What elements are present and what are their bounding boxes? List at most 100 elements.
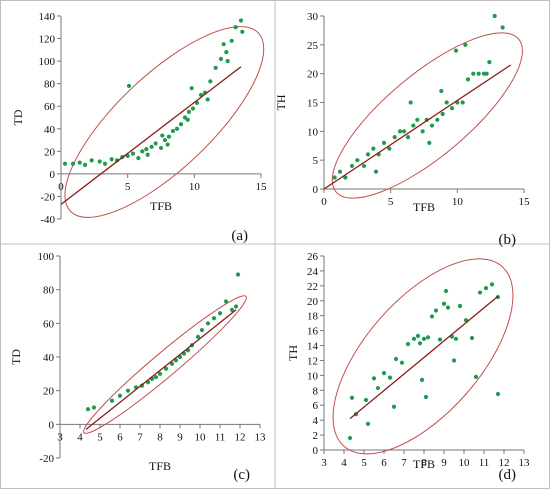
data-point [205, 321, 211, 326]
x-tick-label: 9 [177, 431, 183, 443]
data-point [411, 123, 416, 128]
data-point [208, 79, 213, 84]
data-point [365, 421, 371, 426]
y-axis-label: TH [274, 94, 288, 110]
y-tick-label: -20 [39, 453, 54, 465]
y-tick-label: 40 [43, 352, 55, 364]
data-point [451, 358, 457, 363]
y-tick-label: 22 [307, 281, 318, 293]
data-point [419, 377, 425, 382]
y-tick-label: 0 [313, 184, 319, 196]
data-point [415, 333, 421, 338]
data-point [157, 371, 163, 376]
data-point [165, 142, 170, 147]
data-point [144, 146, 149, 152]
data-point [444, 100, 449, 105]
data-point [199, 327, 205, 333]
data-point [500, 25, 505, 30]
y-tick-label: 14 [307, 341, 319, 353]
data-point [443, 288, 449, 294]
data-point [221, 42, 226, 47]
data-point [169, 361, 175, 366]
data-point [429, 123, 435, 128]
data-point [433, 308, 439, 313]
confidence-ellipse [331, 32, 523, 199]
data-point [70, 161, 76, 166]
data-point [411, 336, 417, 341]
data-point [387, 146, 392, 151]
y-tick-label: 80 [43, 285, 55, 297]
data-point [195, 334, 201, 339]
y-tick-label: 20 [307, 69, 319, 81]
data-point [371, 376, 377, 381]
trend-line [349, 295, 499, 420]
data-point [160, 133, 165, 138]
data-point [405, 135, 411, 140]
data-point [109, 398, 115, 403]
x-tick-label: 12 [499, 457, 510, 469]
data-point [229, 38, 234, 43]
data-point [229, 307, 235, 312]
data-point [158, 145, 164, 151]
confidence-ellipse [332, 258, 514, 455]
data-point [381, 371, 387, 376]
y-tick-label: 24 [307, 266, 319, 278]
panel-letter: (c) [233, 467, 250, 483]
trend-line [323, 64, 512, 190]
data-point [421, 336, 427, 341]
data-point [415, 117, 420, 122]
data-point [391, 404, 397, 409]
data-point [145, 152, 150, 157]
data-point [408, 100, 413, 105]
y-tick-label: 40 [44, 124, 56, 136]
data-point [463, 42, 468, 47]
y-tick-label: 25 [307, 40, 319, 52]
data-point [189, 86, 194, 91]
panel-c: -20 0 20 40 60 80 100 3 4 5 6 7 8 9 10 11 12 13 TFB TD (c) [9, 251, 266, 483]
data-point [476, 71, 481, 76]
y-axis-label: TD [9, 349, 23, 365]
data-point [401, 129, 407, 134]
panel-letter: (a) [231, 228, 248, 244]
data-point [371, 146, 376, 151]
x-tick-label: 10 [459, 457, 471, 469]
data-point [163, 366, 169, 371]
data-point [174, 126, 180, 131]
data-point [233, 304, 239, 309]
data-point [469, 335, 475, 341]
data-point [62, 161, 68, 166]
x-tick-label: 4 [77, 431, 83, 443]
data-point [349, 163, 355, 169]
x-tick-label: 5 [361, 457, 367, 469]
y-tick-label: 100 [39, 56, 56, 68]
confidence-ellipse [64, 26, 265, 218]
x-tick-label: 3 [57, 431, 63, 443]
data-point [238, 18, 244, 23]
data-point [399, 360, 405, 365]
data-point [149, 144, 154, 149]
data-point [91, 405, 97, 410]
y-tick-label: 120 [39, 34, 56, 46]
data-point [213, 65, 218, 70]
data-point [487, 60, 492, 65]
data-point [125, 388, 131, 393]
y-tick-label: 12 [307, 355, 318, 367]
data-point [477, 290, 483, 295]
y-axis-label: TH [286, 345, 300, 361]
x-tick-label: 11 [215, 431, 226, 443]
data-point [166, 134, 172, 139]
data-point [218, 56, 224, 61]
panel-letter: (b) [499, 232, 517, 248]
data-point [205, 97, 210, 102]
data-point [97, 159, 102, 164]
y-axis-label: TD [11, 109, 25, 125]
x-tick-label: 12 [235, 431, 246, 443]
data-point [405, 341, 411, 347]
y-tick-label: 26 [307, 251, 319, 263]
y-tick-label: 16 [307, 326, 319, 338]
data-point [483, 285, 489, 291]
data-point [484, 71, 489, 76]
data-point [211, 316, 217, 321]
